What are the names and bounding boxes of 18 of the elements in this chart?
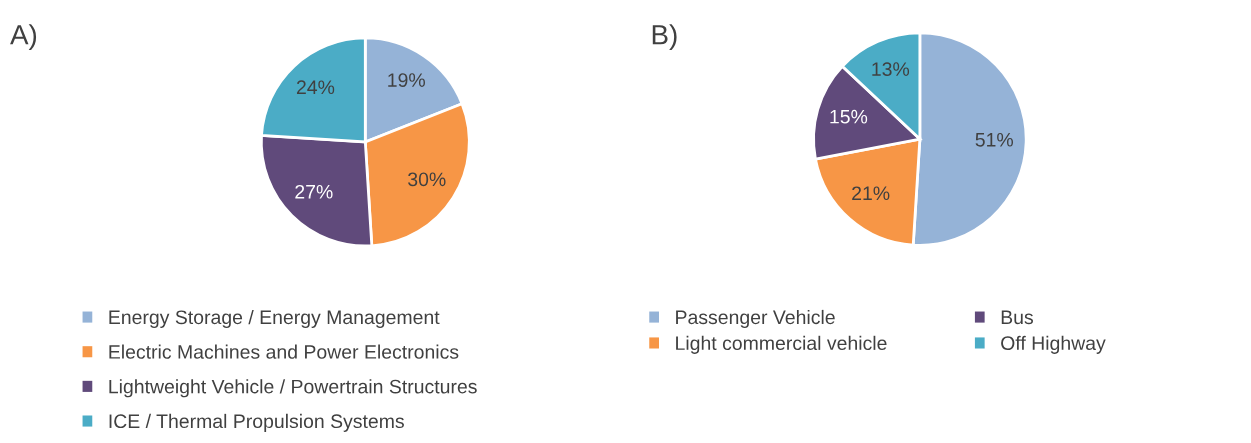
legend-label: Off Highway — [1001, 335, 1106, 354]
data-label: 24% — [296, 80, 335, 95]
legend-label: Energy Storage / Energy Management — [109, 309, 440, 329]
data-label: 19% — [388, 73, 425, 87]
data-label: 30% — [408, 172, 446, 187]
legend-label: Electric Machines and Power Electronics — [109, 344, 459, 359]
data-label: 51% — [975, 132, 1014, 147]
data-label: 21% — [852, 186, 890, 201]
legend-label: Passenger Vehicle — [676, 309, 835, 329]
data-label: 15% — [830, 109, 868, 124]
data-label: 27% — [295, 184, 333, 199]
chart-title: A) — [10, 24, 37, 51]
legend-label: Lightweight Vehicle / Powertrain Structures — [109, 379, 477, 398]
legend-label: ICE / Thermal Propulsion Systems — [109, 413, 404, 432]
data-label: 13% — [872, 62, 910, 77]
legend-label: Bus — [1001, 310, 1033, 325]
legend-label: Light commercial vehicle — [676, 335, 887, 354]
chart-title: B) — [652, 24, 677, 51]
